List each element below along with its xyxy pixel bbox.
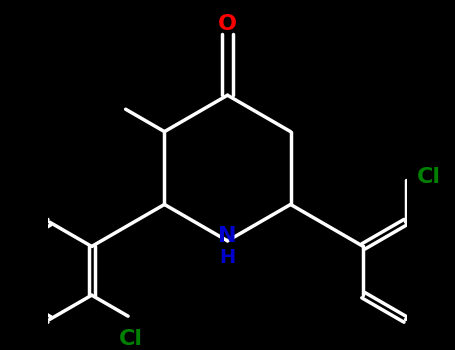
Text: O: O [218, 14, 237, 34]
Text: N: N [218, 226, 237, 246]
Text: Cl: Cl [417, 167, 441, 187]
Text: H: H [219, 248, 236, 267]
Text: Cl: Cl [119, 329, 143, 349]
